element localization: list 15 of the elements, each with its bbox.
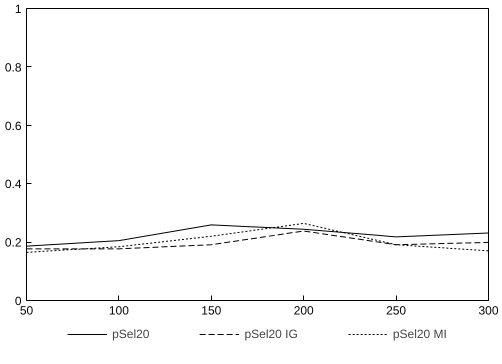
legend-label: pSel20 MI (392, 327, 447, 341)
x-tick-label: 50 (20, 304, 34, 318)
x-tick-label: 300 (478, 304, 499, 318)
legend-label: pSel20 IG (244, 327, 298, 341)
y-tick-label: 0.2 (4, 236, 22, 250)
x-tick-label: 250 (386, 304, 406, 318)
x-tick-label: 100 (108, 304, 130, 318)
x-tick-label: 200 (294, 304, 314, 318)
y-tick-label: 0 (14, 294, 22, 308)
y-tick-label: 0.6 (4, 118, 22, 133)
y-tick-label: 0.8 (4, 60, 22, 74)
x-tick-label: 150 (201, 304, 222, 318)
y-tick-label: 1 (14, 2, 22, 16)
legend-label: pSel20 (112, 327, 150, 341)
y-tick-label: 0.4 (4, 177, 22, 192)
